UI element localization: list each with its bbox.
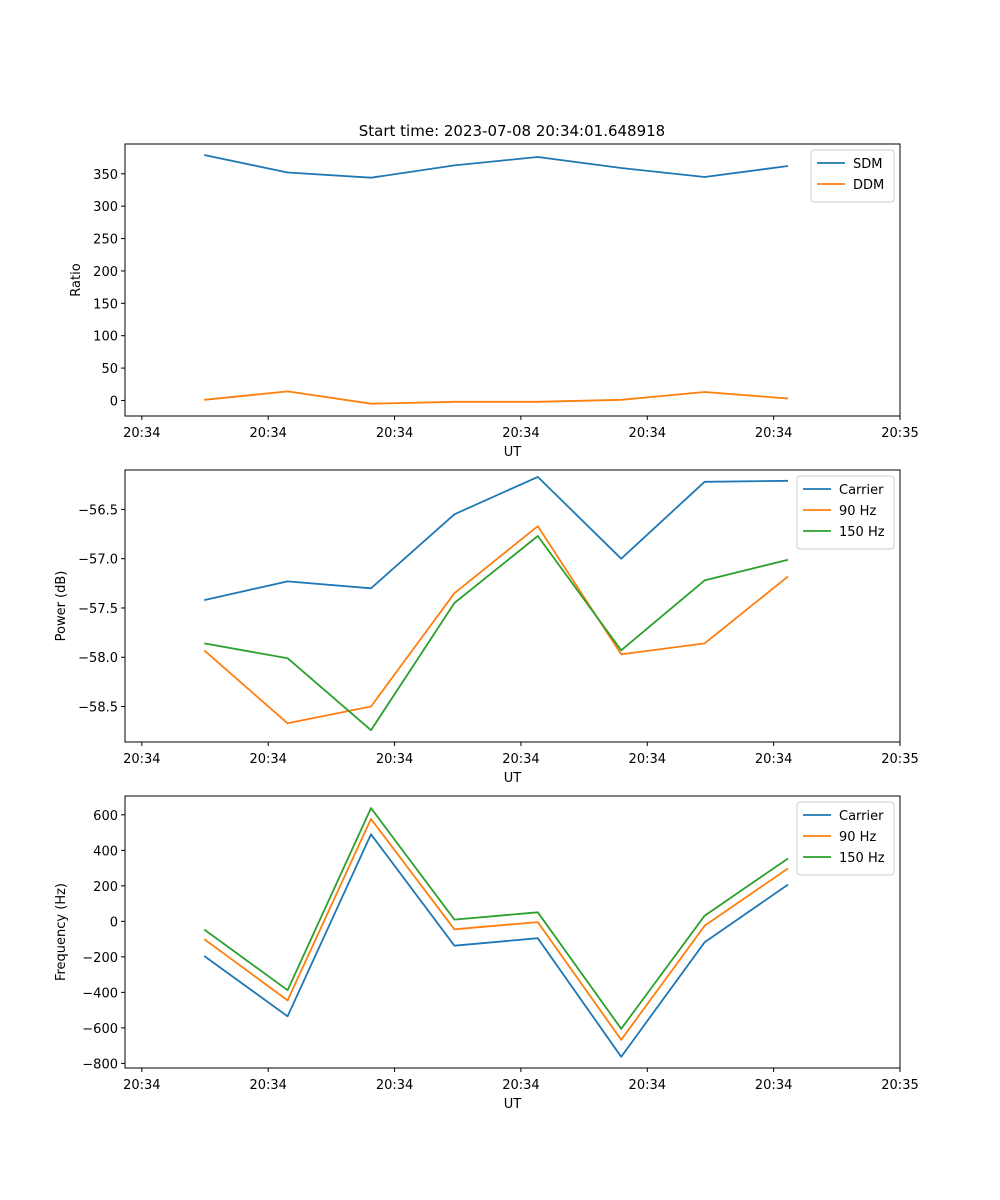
y-tick-label-1-5: 250 — [93, 233, 118, 248]
y-tick-label-1-2: 100 — [93, 330, 118, 345]
x-tick-label-3-0: 20:34 — [123, 1078, 160, 1093]
x-tick-label-1-5: 20:34 — [755, 426, 792, 441]
y-tick-label-2-1: −58.0 — [78, 651, 118, 666]
x-tick-label-2-5: 20:34 — [755, 752, 792, 767]
y-tick-label-1-7: 350 — [93, 168, 118, 183]
legend-label-2-0: Carrier — [839, 483, 884, 498]
y-tick-label-1-1: 50 — [101, 362, 118, 377]
y-tick-label-2-4: −56.5 — [78, 503, 118, 518]
y-tick-label-1-4: 200 — [93, 265, 118, 280]
series-line-3-150-hz — [203, 807, 789, 1030]
y-tick-label-2-0: −58.5 — [78, 701, 118, 716]
x-axis-label-2: UT — [504, 771, 522, 786]
y-tick-label-3-0: −800 — [82, 1057, 118, 1072]
legend-label-1-1: DDM — [853, 178, 884, 193]
y-tick-label-2-2: −57.5 — [78, 602, 118, 617]
x-tick-label-2-4: 20:34 — [629, 752, 666, 767]
x-tick-label-3-1: 20:34 — [249, 1078, 286, 1093]
series-line-1-ddm — [204, 390, 789, 405]
y-axis-label-3: Frequency (Hz) — [54, 883, 69, 981]
axes-frame-3 — [124, 795, 901, 1069]
y-tick-label-3-6: 400 — [93, 844, 118, 859]
legend-label-2-2: 150 Hz — [839, 525, 885, 540]
axes-frame-2 — [124, 469, 901, 743]
legend-label-2-1: 90 Hz — [839, 504, 876, 519]
series-line-2-150-hz — [204, 535, 789, 732]
y-tick-label-1-0: 0 — [110, 394, 118, 409]
y-tick-label-1-6: 300 — [93, 200, 118, 215]
x-tick-label-2-0: 20:34 — [123, 752, 160, 767]
series-line-3-carrier — [203, 833, 789, 1058]
series-line-2-90-hz — [203, 525, 789, 725]
series-line-2-carrier — [204, 475, 789, 601]
figure-title: Start time: 2023-07-08 20:34:01.648918 — [359, 122, 665, 140]
x-tick-label-3-4: 20:34 — [629, 1078, 666, 1093]
x-tick-label-3-6: 20:35 — [881, 1078, 918, 1093]
y-tick-label-3-3: −200 — [82, 951, 118, 966]
x-tick-label-2-6: 20:35 — [881, 752, 918, 767]
x-tick-label-2-2: 20:34 — [376, 752, 413, 767]
x-tick-label-1-3: 20:34 — [502, 426, 539, 441]
x-tick-label-1-4: 20:34 — [629, 426, 666, 441]
legend-label-3-0: Carrier — [839, 809, 884, 824]
y-axis-label-1: Ratio — [69, 263, 84, 296]
y-tick-label-3-2: −400 — [82, 986, 118, 1001]
x-tick-label-1-6: 20:35 — [881, 426, 918, 441]
x-tick-label-3-3: 20:34 — [502, 1078, 539, 1093]
y-tick-label-1-3: 150 — [93, 297, 118, 312]
axes-frame-1 — [124, 143, 901, 417]
legend-label-1-0: SDM — [853, 157, 882, 172]
x-tick-label-1-2: 20:34 — [376, 426, 413, 441]
legend-label-3-2: 150 Hz — [839, 851, 885, 866]
y-tick-label-3-1: −600 — [82, 1022, 118, 1037]
y-axis-label-2: Power (dB) — [54, 571, 69, 642]
x-axis-label-1: UT — [504, 445, 522, 460]
x-tick-label-3-2: 20:34 — [376, 1078, 413, 1093]
series-line-1-sdm — [204, 154, 789, 179]
y-tick-label-3-7: 600 — [93, 809, 118, 824]
legend-label-3-1: 90 Hz — [839, 830, 876, 845]
y-tick-label-3-5: 200 — [93, 880, 118, 895]
x-tick-label-1-1: 20:34 — [249, 426, 286, 441]
y-tick-label-2-3: −57.0 — [78, 553, 118, 568]
series-line-3-90-hz — [203, 818, 789, 1041]
x-axis-label-3: UT — [504, 1097, 522, 1112]
x-tick-label-3-5: 20:34 — [755, 1078, 792, 1093]
x-tick-label-1-0: 20:34 — [123, 426, 160, 441]
x-tick-label-2-1: 20:34 — [249, 752, 286, 767]
x-tick-label-2-3: 20:34 — [502, 752, 539, 767]
y-tick-label-3-4: 0 — [110, 915, 118, 930]
